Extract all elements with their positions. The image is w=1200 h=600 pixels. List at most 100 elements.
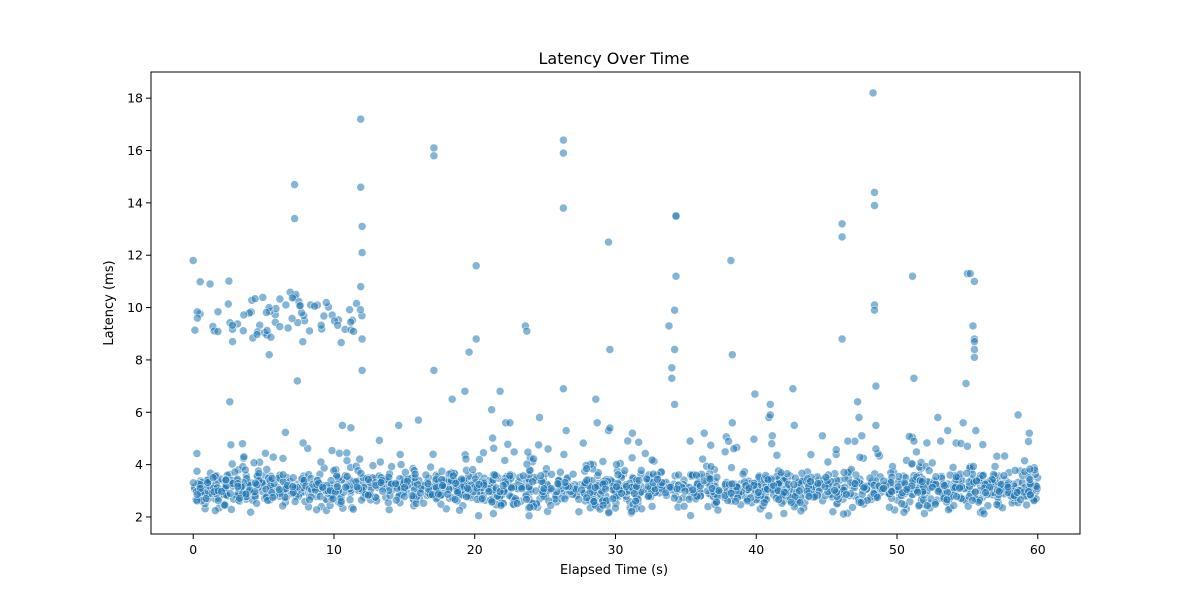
data-point bbox=[312, 505, 321, 515]
data-point bbox=[224, 276, 234, 286]
data-point bbox=[363, 475, 373, 484]
data-point bbox=[779, 487, 789, 497]
data-point bbox=[262, 326, 272, 335]
data-point bbox=[295, 301, 305, 311]
data-point bbox=[394, 421, 404, 430]
data-point bbox=[671, 211, 681, 221]
data-point bbox=[837, 219, 847, 229]
data-point bbox=[859, 483, 869, 493]
data-point bbox=[220, 500, 230, 510]
data-point bbox=[375, 436, 384, 445]
data-point bbox=[266, 332, 276, 342]
data-point bbox=[1026, 490, 1035, 500]
x-tick-label: 20 bbox=[467, 542, 483, 557]
data-point bbox=[463, 483, 472, 493]
data-point bbox=[705, 474, 715, 484]
data-point bbox=[546, 484, 556, 493]
data-point bbox=[505, 471, 515, 481]
data-point bbox=[679, 501, 689, 511]
data-point bbox=[837, 232, 847, 242]
data-point bbox=[298, 438, 308, 448]
data-point bbox=[346, 423, 356, 433]
data-point bbox=[250, 294, 260, 304]
data-point bbox=[356, 114, 366, 124]
data-point bbox=[477, 494, 487, 503]
data-point bbox=[316, 320, 326, 330]
data-point bbox=[384, 505, 394, 515]
data-point bbox=[189, 478, 198, 488]
data-point bbox=[457, 474, 466, 484]
data-point bbox=[488, 433, 497, 443]
data-point bbox=[806, 477, 815, 486]
data-point bbox=[451, 478, 461, 488]
data-point bbox=[1003, 482, 1013, 492]
data-point bbox=[634, 437, 644, 447]
data-point bbox=[885, 502, 894, 512]
data-point bbox=[407, 491, 417, 501]
data-point bbox=[239, 326, 248, 336]
data-point bbox=[252, 330, 262, 339]
data-point bbox=[685, 436, 695, 446]
data-point bbox=[560, 494, 570, 504]
data-point bbox=[192, 466, 202, 476]
data-point bbox=[671, 271, 681, 281]
data-point bbox=[647, 455, 657, 465]
data-point bbox=[992, 500, 1002, 509]
data-point bbox=[559, 203, 568, 213]
data-point bbox=[850, 479, 860, 488]
data-point bbox=[429, 366, 439, 375]
data-point bbox=[356, 305, 365, 315]
data-point bbox=[927, 458, 937, 468]
data-point bbox=[604, 237, 613, 247]
data-point bbox=[865, 473, 875, 483]
y-tick-label: 6 bbox=[135, 405, 143, 420]
data-point bbox=[214, 496, 223, 505]
data-point bbox=[241, 489, 251, 499]
data-point bbox=[936, 436, 945, 446]
data-point bbox=[763, 475, 773, 485]
data-point bbox=[333, 320, 342, 330]
data-point bbox=[879, 476, 889, 486]
data-point bbox=[796, 506, 806, 516]
data-point bbox=[843, 436, 853, 446]
data-point bbox=[1025, 428, 1034, 438]
data-point bbox=[227, 505, 236, 514]
data-point bbox=[391, 479, 401, 488]
data-point bbox=[517, 484, 527, 493]
data-point bbox=[767, 439, 777, 449]
data-point bbox=[981, 488, 990, 497]
x-tick-label: 50 bbox=[889, 542, 905, 557]
data-point bbox=[821, 472, 831, 482]
y-tick-label: 2 bbox=[135, 509, 143, 524]
data-point bbox=[634, 475, 644, 485]
data-point bbox=[667, 363, 677, 373]
data-point bbox=[518, 471, 528, 481]
data-point bbox=[582, 493, 592, 503]
data-point bbox=[879, 484, 888, 493]
data-point bbox=[1022, 500, 1031, 510]
data-point bbox=[856, 498, 866, 507]
data-point bbox=[250, 487, 259, 497]
data-point bbox=[275, 322, 285, 331]
data-point bbox=[224, 299, 233, 309]
data-point bbox=[228, 320, 237, 330]
data-point bbox=[968, 321, 978, 331]
data-point bbox=[772, 450, 782, 460]
data-point bbox=[870, 201, 879, 210]
data-point bbox=[226, 440, 236, 450]
data-point bbox=[267, 474, 277, 483]
data-point bbox=[1000, 451, 1009, 461]
data-point bbox=[611, 503, 620, 513]
data-point bbox=[582, 475, 592, 485]
data-point bbox=[500, 456, 510, 465]
data-point bbox=[318, 482, 328, 492]
data-point bbox=[391, 495, 401, 505]
data-point bbox=[471, 334, 481, 344]
data-point bbox=[496, 501, 506, 510]
data-point bbox=[589, 497, 599, 506]
data-point bbox=[252, 499, 261, 508]
data-point bbox=[246, 507, 255, 517]
data-point bbox=[357, 366, 367, 375]
data-point bbox=[264, 350, 274, 360]
data-point bbox=[460, 386, 470, 396]
